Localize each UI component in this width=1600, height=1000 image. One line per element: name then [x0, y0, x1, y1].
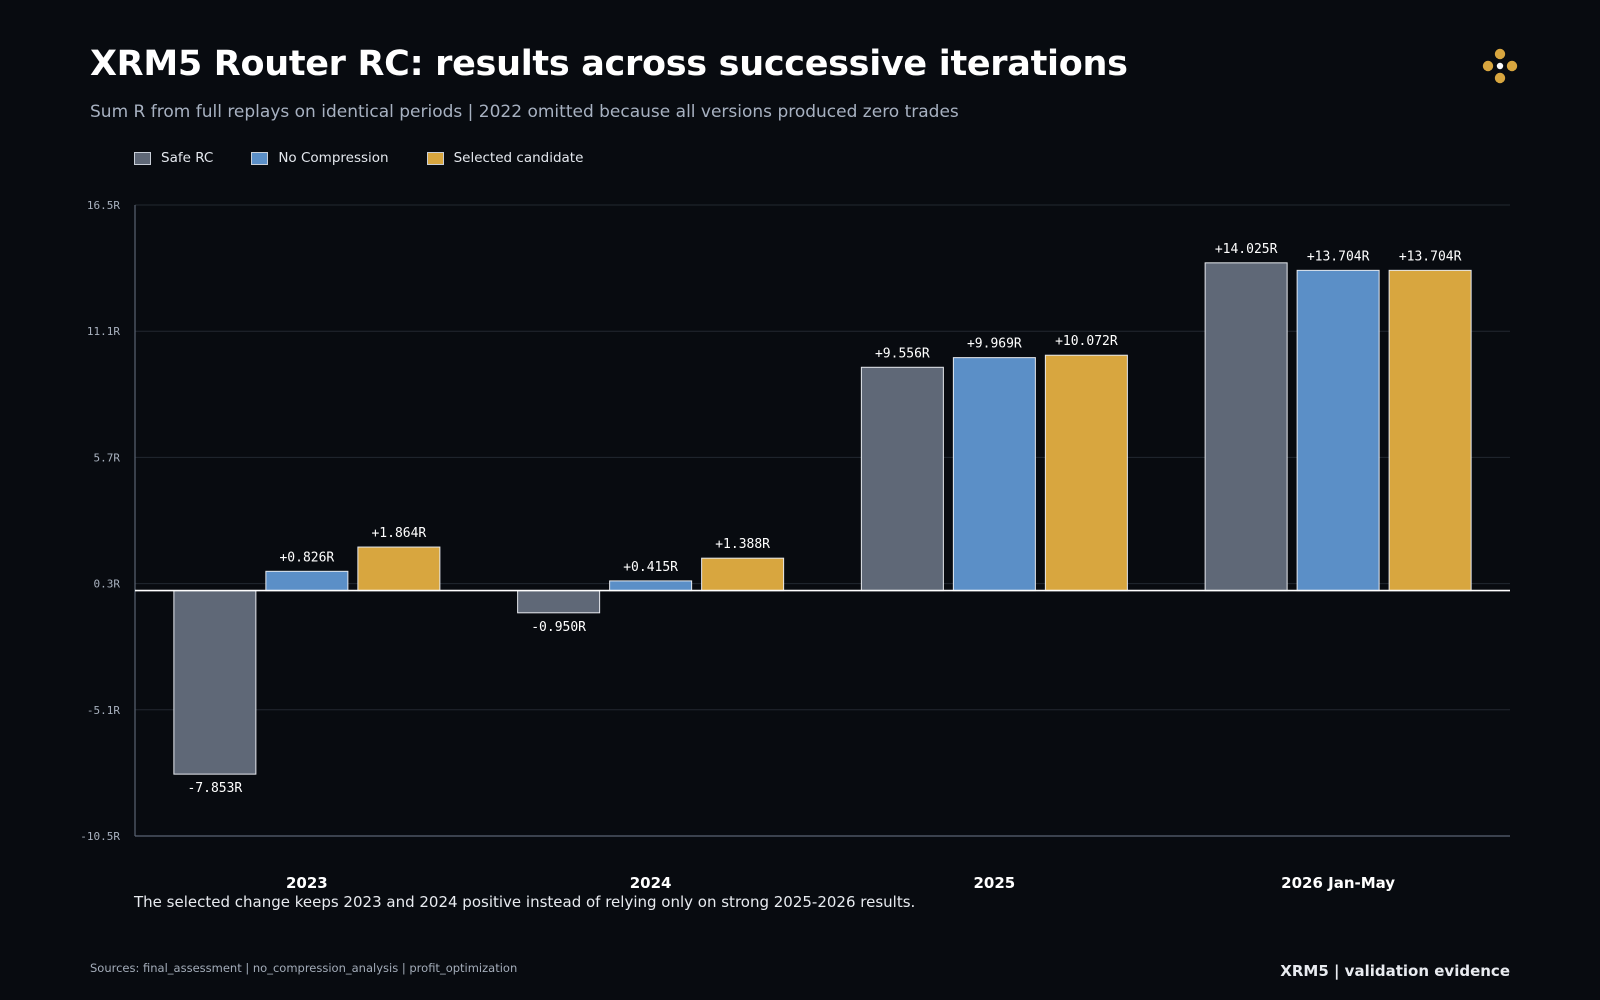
legend-item-no-compression: No Compression: [251, 150, 389, 166]
footer-brand: XRM5 | validation evidence: [1280, 962, 1510, 980]
y-tick-label: 5.7R: [94, 451, 121, 464]
bar-no-compression: [952, 357, 1036, 592]
data-label: +14.025R: [1215, 242, 1278, 257]
y-tick-label: 11.1R: [87, 325, 120, 338]
x-category-label: 2023: [286, 874, 328, 892]
data-label: +13.704R: [1307, 249, 1370, 264]
bar-safe-rc: [860, 366, 944, 592]
legend-swatch-selected-candidate: [426, 151, 444, 165]
bar-safe-rc: [1204, 262, 1288, 592]
y-tick-label: 0.3R: [94, 578, 121, 591]
chart-note: The selected change keeps 2023 and 2024 …: [134, 893, 916, 911]
data-label: +0.826R: [279, 550, 334, 565]
data-label: +13.704R: [1399, 249, 1462, 264]
clover-dots-icon: [1482, 48, 1518, 84]
x-category-label: 2025: [974, 874, 1016, 892]
bar-chart: 16.5R 11.1R 5.7R 0.3R -5.1R -10.5R -7.853R +0.8…: [80, 199, 1510, 892]
bar-no-compression: [609, 580, 693, 592]
x-category-label: 2024: [630, 874, 672, 892]
bar-selected-candidate: [1388, 269, 1472, 592]
y-tick-label: -10.5R: [80, 830, 120, 843]
data-label: +0.415R: [623, 560, 678, 575]
bar-no-compression: [1296, 269, 1380, 592]
bar-safe-rc: [173, 590, 257, 775]
y-tick-label: -5.1R: [87, 704, 120, 717]
legend-item-selected-candidate: Selected candidate: [426, 150, 584, 166]
legend-label-safe-rc: Safe RC: [161, 150, 214, 166]
sources-footnote: Sources: final_assessment | no_compressi…: [90, 961, 518, 975]
data-label: +9.556R: [875, 346, 930, 361]
data-label: -0.950R: [531, 620, 586, 635]
bar-no-compression: [265, 570, 349, 592]
chart-title: XRM5 Router RC: results across successiv…: [90, 44, 1128, 84]
bar-selected-candidate: [1044, 354, 1128, 592]
data-label: +1.388R: [715, 537, 770, 552]
data-label: +1.864R: [371, 526, 426, 541]
bar-safe-rc: [517, 590, 601, 614]
legend-item-safe-rc: Safe RC: [134, 150, 213, 166]
data-label: +9.969R: [967, 337, 1022, 352]
data-label: -7.853R: [187, 781, 242, 796]
legend-swatch-safe-rc: [134, 151, 151, 165]
data-label: +10.072R: [1055, 334, 1118, 349]
bar-selected-candidate: [701, 557, 785, 592]
chart-subtitle: Sum R from full replays on identical per…: [90, 102, 959, 122]
bar-selected-candidate: [357, 546, 441, 592]
legend-label-selected-candidate: Selected candidate: [453, 150, 584, 166]
y-tick-label: 16.5R: [87, 199, 120, 212]
x-category-label: 2026 Jan-May: [1281, 874, 1395, 892]
legend-swatch-no-compression: [251, 151, 269, 165]
legend-label-no-compression: No Compression: [278, 150, 389, 166]
chart-legend: Safe RC No Compression Selected candidat…: [134, 150, 583, 166]
